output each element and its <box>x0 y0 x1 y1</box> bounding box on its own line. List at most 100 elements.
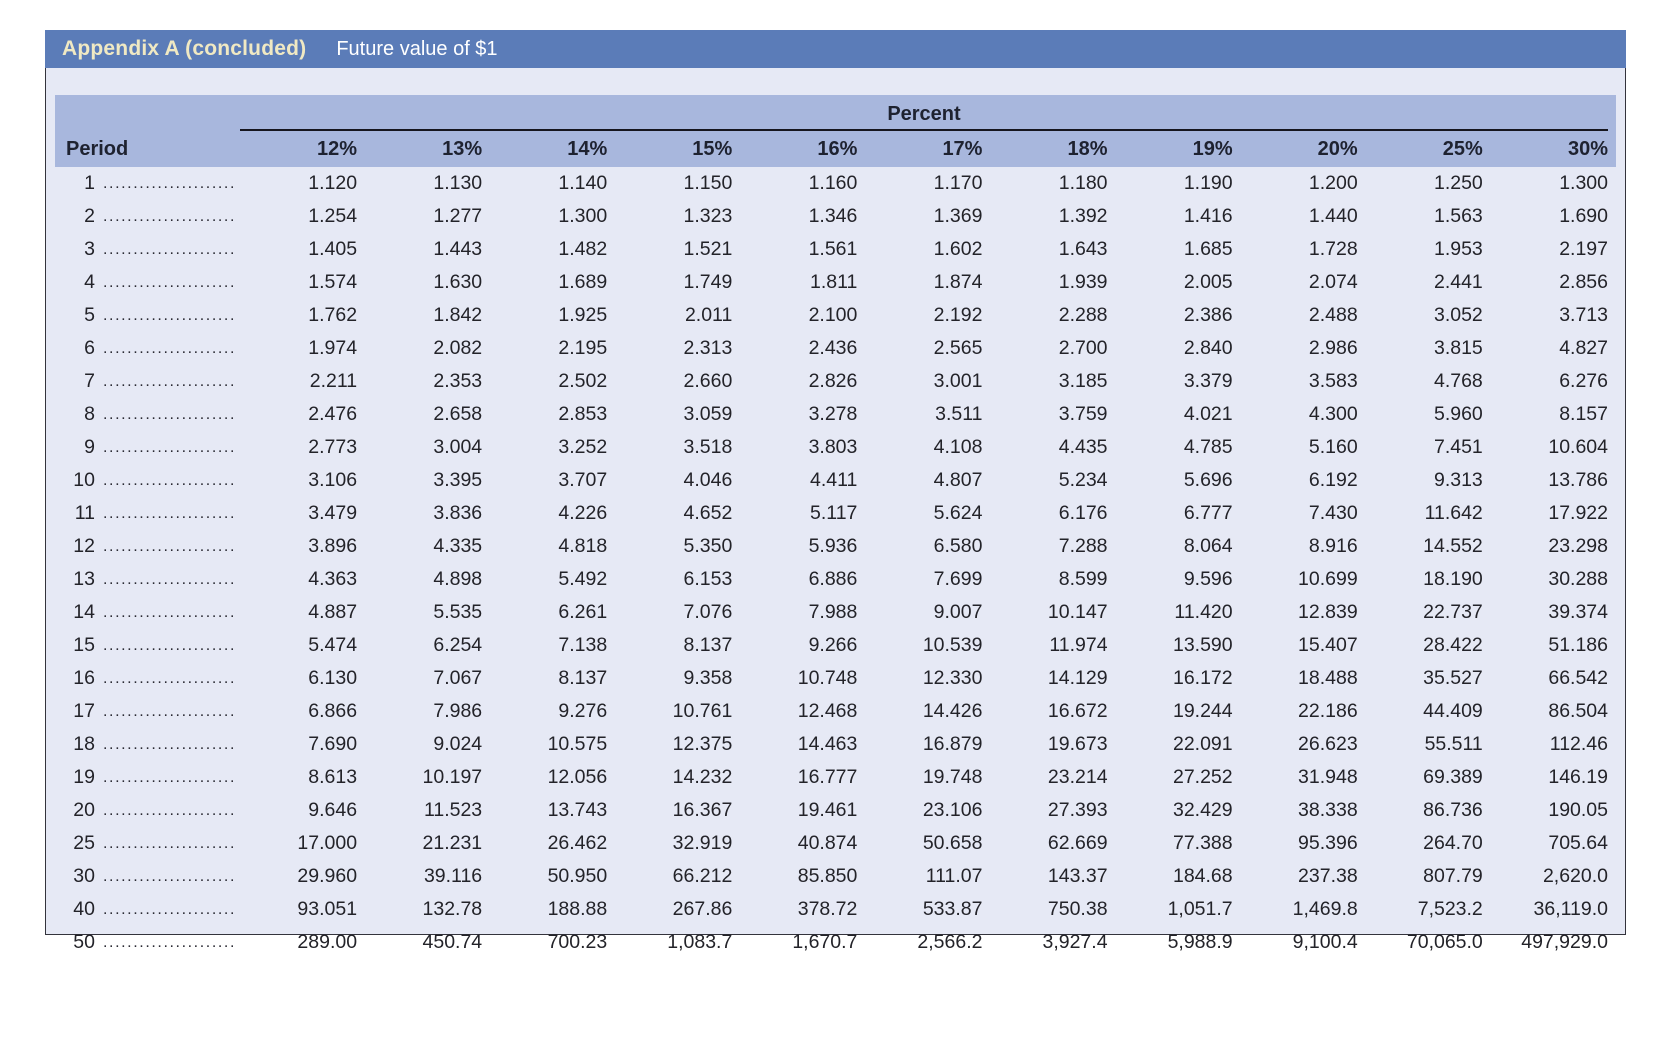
factor-cell: 14.552 <box>1423 535 1483 557</box>
factor-cell: 1.563 <box>1433 205 1483 227</box>
factor-cell: 3.759 <box>1058 403 1108 425</box>
factor-cell: 3.518 <box>683 436 733 458</box>
factor-cell: 27.252 <box>1172 766 1233 788</box>
factor-cell: 93.051 <box>297 898 358 920</box>
period-cell: 11...................... <box>55 497 240 530</box>
factor-cell: 18.190 <box>1423 568 1483 590</box>
factor-cell: 1.346 <box>808 205 858 227</box>
period-cell: 10...................... <box>55 464 240 497</box>
factor-cell: 6.886 <box>808 568 858 590</box>
factor-cell: 23.298 <box>1548 535 1608 557</box>
table-row: 2...................... 1.254 1.277 1.300 1.… <box>55 200 1616 233</box>
factor-cell: 5.624 <box>933 502 983 524</box>
period-number: 2 <box>84 205 95 227</box>
factor-cell: 6.153 <box>683 568 733 590</box>
leader-dots: ...................... <box>103 868 236 885</box>
factor-cell: 10.761 <box>672 700 733 722</box>
factor-cell: 44.409 <box>1423 700 1483 722</box>
period-number: 15 <box>73 634 95 656</box>
factor-cell: 143.37 <box>1047 865 1108 887</box>
table-row: 20...................... 9.646 11.523 13.74… <box>55 794 1616 827</box>
factor-cell: 3,927.4 <box>1042 931 1108 953</box>
factor-cell: 1,051.7 <box>1167 898 1233 920</box>
factor-cell: 2.005 <box>1183 271 1233 293</box>
factor-cell: 9.007 <box>933 601 983 623</box>
appendix-title: Appendix A (concluded) <box>62 37 307 60</box>
factor-cell: 39.116 <box>423 865 483 887</box>
factor-cell: 69.389 <box>1423 766 1483 788</box>
table-header: Percent Period 12% 13% 14% 15% 16% 17% 18% 19% 2… <box>55 95 1616 167</box>
factor-cell: 3.278 <box>808 403 858 425</box>
percent-group-header: Percent <box>240 95 1616 131</box>
period-cell: 25...................... <box>55 827 240 860</box>
factor-cell: 1.874 <box>933 271 983 293</box>
factor-cell: 26.462 <box>547 832 608 854</box>
leader-dots: ...................... <box>103 208 236 225</box>
period-number: 6 <box>84 337 95 359</box>
factor-cell: 11.974 <box>1049 634 1108 656</box>
leader-dots: ...................... <box>103 373 236 390</box>
period-number: 25 <box>73 832 95 854</box>
factor-cell: 2.353 <box>433 370 483 392</box>
period-cell: 18...................... <box>55 728 240 761</box>
factor-cell: 7.986 <box>433 700 483 722</box>
factor-cell: 9.596 <box>1183 568 1233 590</box>
factor-cell: 1.416 <box>1183 205 1233 227</box>
factor-cell: 1.200 <box>1308 172 1358 194</box>
factor-cell: 5.117 <box>810 502 858 524</box>
factor-cell: 2.211 <box>309 370 358 392</box>
table-row: 7...................... 2.211 2.353 2.502 2.… <box>55 365 1616 398</box>
factor-cell: 2.436 <box>808 337 858 359</box>
factor-cell: 1.953 <box>1433 238 1483 260</box>
factor-cell: 16.879 <box>922 733 983 755</box>
factor-cell: 7.699 <box>933 568 983 590</box>
factor-cell: 2.100 <box>808 304 858 326</box>
leader-dots: ...................... <box>103 505 236 522</box>
factor-cell: 4.768 <box>1433 370 1483 392</box>
table-row: 30...................... 29.960 39.116 50.9… <box>55 860 1616 893</box>
factor-cell: 3.583 <box>1308 370 1358 392</box>
period-cell: 19...................... <box>55 761 240 794</box>
period-cell: 2...................... <box>55 200 240 233</box>
factor-cell: 35.527 <box>1423 667 1483 689</box>
table-row: 40...................... 93.051 132.78 188.… <box>55 893 1616 926</box>
leader-dots: ...................... <box>103 439 236 456</box>
period-cell: 13...................... <box>55 563 240 596</box>
rate-column-header: 13% <box>442 137 483 160</box>
factor-cell: 533.87 <box>922 898 983 920</box>
factor-cell: 2,620.0 <box>1542 865 1608 887</box>
factor-cell: 12.330 <box>922 667 983 689</box>
table-row: 16...................... 6.130 7.067 8.137 9… <box>55 662 1616 695</box>
factor-cell: 7,523.2 <box>1417 898 1483 920</box>
period-cell: 50...................... <box>55 926 240 959</box>
period-number: 1 <box>84 172 95 194</box>
factor-cell: 3.803 <box>808 436 858 458</box>
leader-dots: ...................... <box>103 703 236 720</box>
factor-cell: 66.542 <box>1548 667 1608 689</box>
period-number: 11 <box>74 502 95 524</box>
factor-cell: 2.476 <box>308 403 358 425</box>
factor-cell: 7.076 <box>683 601 733 623</box>
factor-cell: 237.38 <box>1298 865 1358 887</box>
factor-cell: 11.642 <box>1424 502 1483 524</box>
factor-cell: 4.898 <box>433 568 483 590</box>
factor-cell: 10.699 <box>1298 568 1358 590</box>
percent-group-label: Percent <box>240 103 1608 131</box>
factor-cell: 1.323 <box>683 205 733 227</box>
period-number: 12 <box>73 535 95 557</box>
leader-dots: ...................... <box>103 340 236 357</box>
factor-cell: 21.231 <box>422 832 483 854</box>
factor-cell: 32.919 <box>672 832 733 854</box>
factor-cell: 6.176 <box>1058 502 1108 524</box>
group-spacer <box>55 95 240 131</box>
period-number: 9 <box>84 436 95 458</box>
factor-cell: 112.46 <box>1549 733 1608 755</box>
factor-cell: 28.422 <box>1423 634 1483 656</box>
factor-cell: 2.853 <box>558 403 608 425</box>
factor-cell: 32.429 <box>1172 799 1233 821</box>
leader-dots: ...................... <box>103 769 236 786</box>
period-cell: 9...................... <box>55 431 240 464</box>
factor-cell: 1.925 <box>558 304 608 326</box>
factor-cell: 1.630 <box>433 271 483 293</box>
rate-column-header: 25% <box>1442 137 1483 160</box>
